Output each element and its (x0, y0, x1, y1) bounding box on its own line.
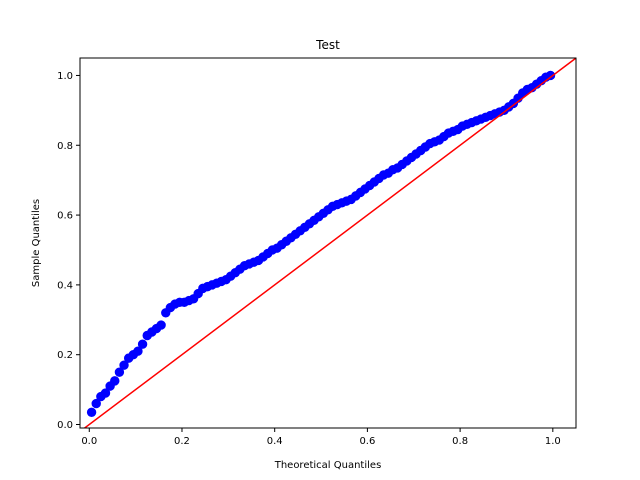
x-tick-label: 0.2 (174, 436, 190, 447)
data-point (545, 70, 556, 81)
y-tick-label: 0.4 (57, 280, 73, 291)
y-tick-label: 0.8 (57, 141, 73, 152)
y-axis-label: Sample Quantiles (31, 199, 42, 287)
data-point (114, 367, 125, 377)
data-point (156, 320, 166, 330)
x-tick-label: 0.0 (81, 436, 97, 447)
y-tick-label: 0.0 (57, 420, 73, 431)
y-axis: 0.0 0.2 0.4 0.6 0.8 1.0 (57, 71, 80, 431)
y-tick-label: 1.0 (57, 71, 73, 82)
data-point (119, 360, 129, 370)
chart-title: Test (315, 38, 340, 52)
x-tick-label: 1.0 (545, 436, 561, 447)
x-tick-label: 0.6 (359, 436, 375, 447)
x-tick-label: 0.8 (452, 436, 468, 447)
x-axis: 0.0 0.2 0.4 0.6 0.8 1.0 (81, 428, 561, 447)
x-tick-label: 0.4 (267, 436, 283, 447)
data-point (100, 388, 111, 398)
y-tick-label: 0.2 (57, 350, 73, 361)
data-point (110, 376, 120, 386)
data-point (137, 339, 148, 349)
data-point (133, 346, 143, 356)
y-tick-label: 0.6 (57, 211, 73, 222)
x-axis-label: Theoretical Quantiles (274, 460, 382, 471)
reference-line (83, 58, 576, 428)
data-point (91, 398, 101, 409)
data-point (86, 407, 97, 417)
plot-frame (79, 57, 577, 429)
plot-area (83, 58, 576, 428)
